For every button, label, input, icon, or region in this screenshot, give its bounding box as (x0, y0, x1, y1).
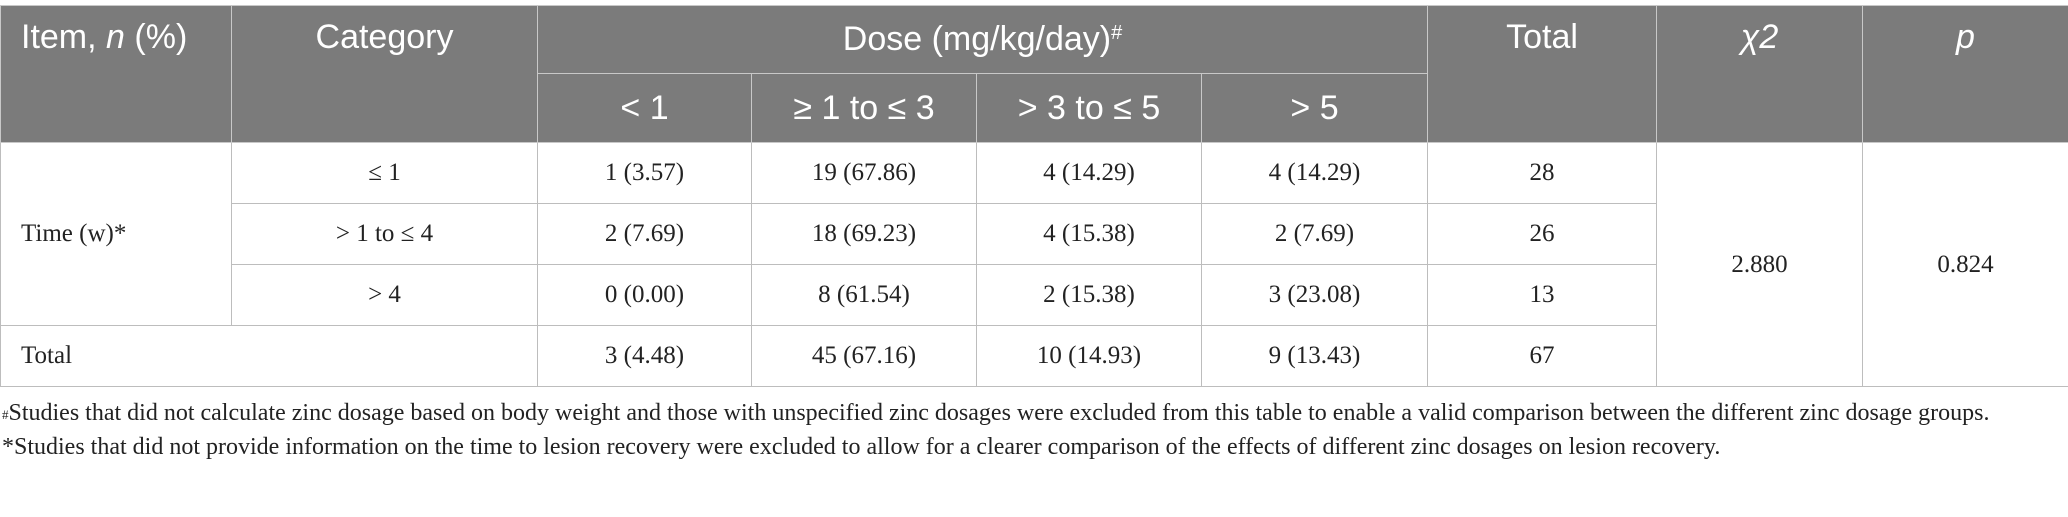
cell-value: 1 (3.57) (537, 142, 752, 204)
cell-value: 4 (14.29) (1200, 142, 1429, 204)
header-category: Category (231, 5, 538, 143)
cell-category: ≤ 1 (231, 142, 538, 204)
cell-value: 0 (0.00) (537, 264, 752, 326)
cell-value: 18 (69.23) (751, 203, 977, 265)
cell-value: 4 (15.38) (976, 203, 1202, 265)
cell-value: 3 (23.08) (1200, 264, 1429, 326)
table-wrapper: Item, n (%) Category Dose (mg/kg/day)# T… (0, 5, 2068, 464)
cell-value: 2 (7.69) (537, 203, 752, 265)
footnote-hash-text: Studies that did not calculate zinc dosa… (8, 400, 1990, 426)
row-group-time: Time (w)* (0, 142, 232, 326)
header-dose-group: Dose (mg/kg/day)# (536, 5, 1429, 74)
cell-value: 2 (7.69) (1200, 203, 1429, 265)
cell-total: 67 (1427, 325, 1658, 387)
cell-value: 45 (67.16) (751, 325, 977, 387)
header-dose-lt1: < 1 (537, 73, 752, 143)
header-p: p (1862, 5, 2068, 143)
header-dose-gt5: > 5 (1200, 73, 1429, 143)
footnotes: #Studies that did not calculate zinc dos… (0, 396, 2068, 464)
cell-value: 9 (13.43) (1200, 325, 1429, 387)
footnote-star: *Studies that did not provide informatio… (2, 434, 1721, 460)
table-row: Time (w)* ≤ 1 1 (3.57) 19 (67.86) 4 (14.… (0, 142, 2068, 387)
header-total: Total (1427, 5, 1658, 143)
row-total-label: Total (0, 325, 538, 387)
table-row: > 1 to ≤ 4 2 (7.69) 18 (69.23) 4 (15.38)… (1, 203, 2068, 265)
cell-total: 13 (1427, 264, 1658, 326)
header-row-1: Item, n (%) Category Dose (mg/kg/day)# T… (0, 5, 2068, 143)
cell-value: 3 (4.48) (537, 325, 752, 387)
header-dose-3to5: > 3 to ≤ 5 (976, 73, 1202, 143)
header-dose-1to3: ≥ 1 to ≤ 3 (751, 73, 977, 143)
header-item: Item, n (%) (0, 5, 232, 143)
zinc-dose-table: Item, n (%) Category Dose (mg/kg/day)# T… (0, 5, 2068, 387)
footnote-hash: #Studies that did not calculate zinc dos… (0, 396, 2068, 430)
footnote-hash-mark: # (2, 407, 9, 422)
cell-p-value: 0.824 (1862, 142, 2068, 387)
header-row-2: < 1 ≥ 1 to ≤ 3 > 3 to ≤ 5 > 5 (1, 73, 2068, 143)
cell-total: 28 (1427, 142, 1658, 204)
cell-value: 10 (14.93) (976, 325, 1202, 387)
table-row: > 4 0 (0.00) 8 (61.54) 2 (15.38) 3 (23.0… (1, 264, 2068, 326)
header-chi2: χ2 (1656, 5, 1864, 143)
table-row-total: Total 3 (4.48) 45 (67.16) 10 (14.93) 9 (… (0, 325, 2068, 387)
cell-category: > 4 (231, 264, 538, 326)
cell-category: > 1 to ≤ 4 (231, 203, 538, 265)
cell-value: 4 (14.29) (976, 142, 1202, 204)
cell-total: 26 (1427, 203, 1658, 265)
cell-chi2-value: 2.880 (1656, 142, 1864, 387)
cell-value: 19 (67.86) (751, 142, 977, 204)
cell-value: 8 (61.54) (751, 264, 977, 326)
cell-value: 2 (15.38) (976, 264, 1202, 326)
